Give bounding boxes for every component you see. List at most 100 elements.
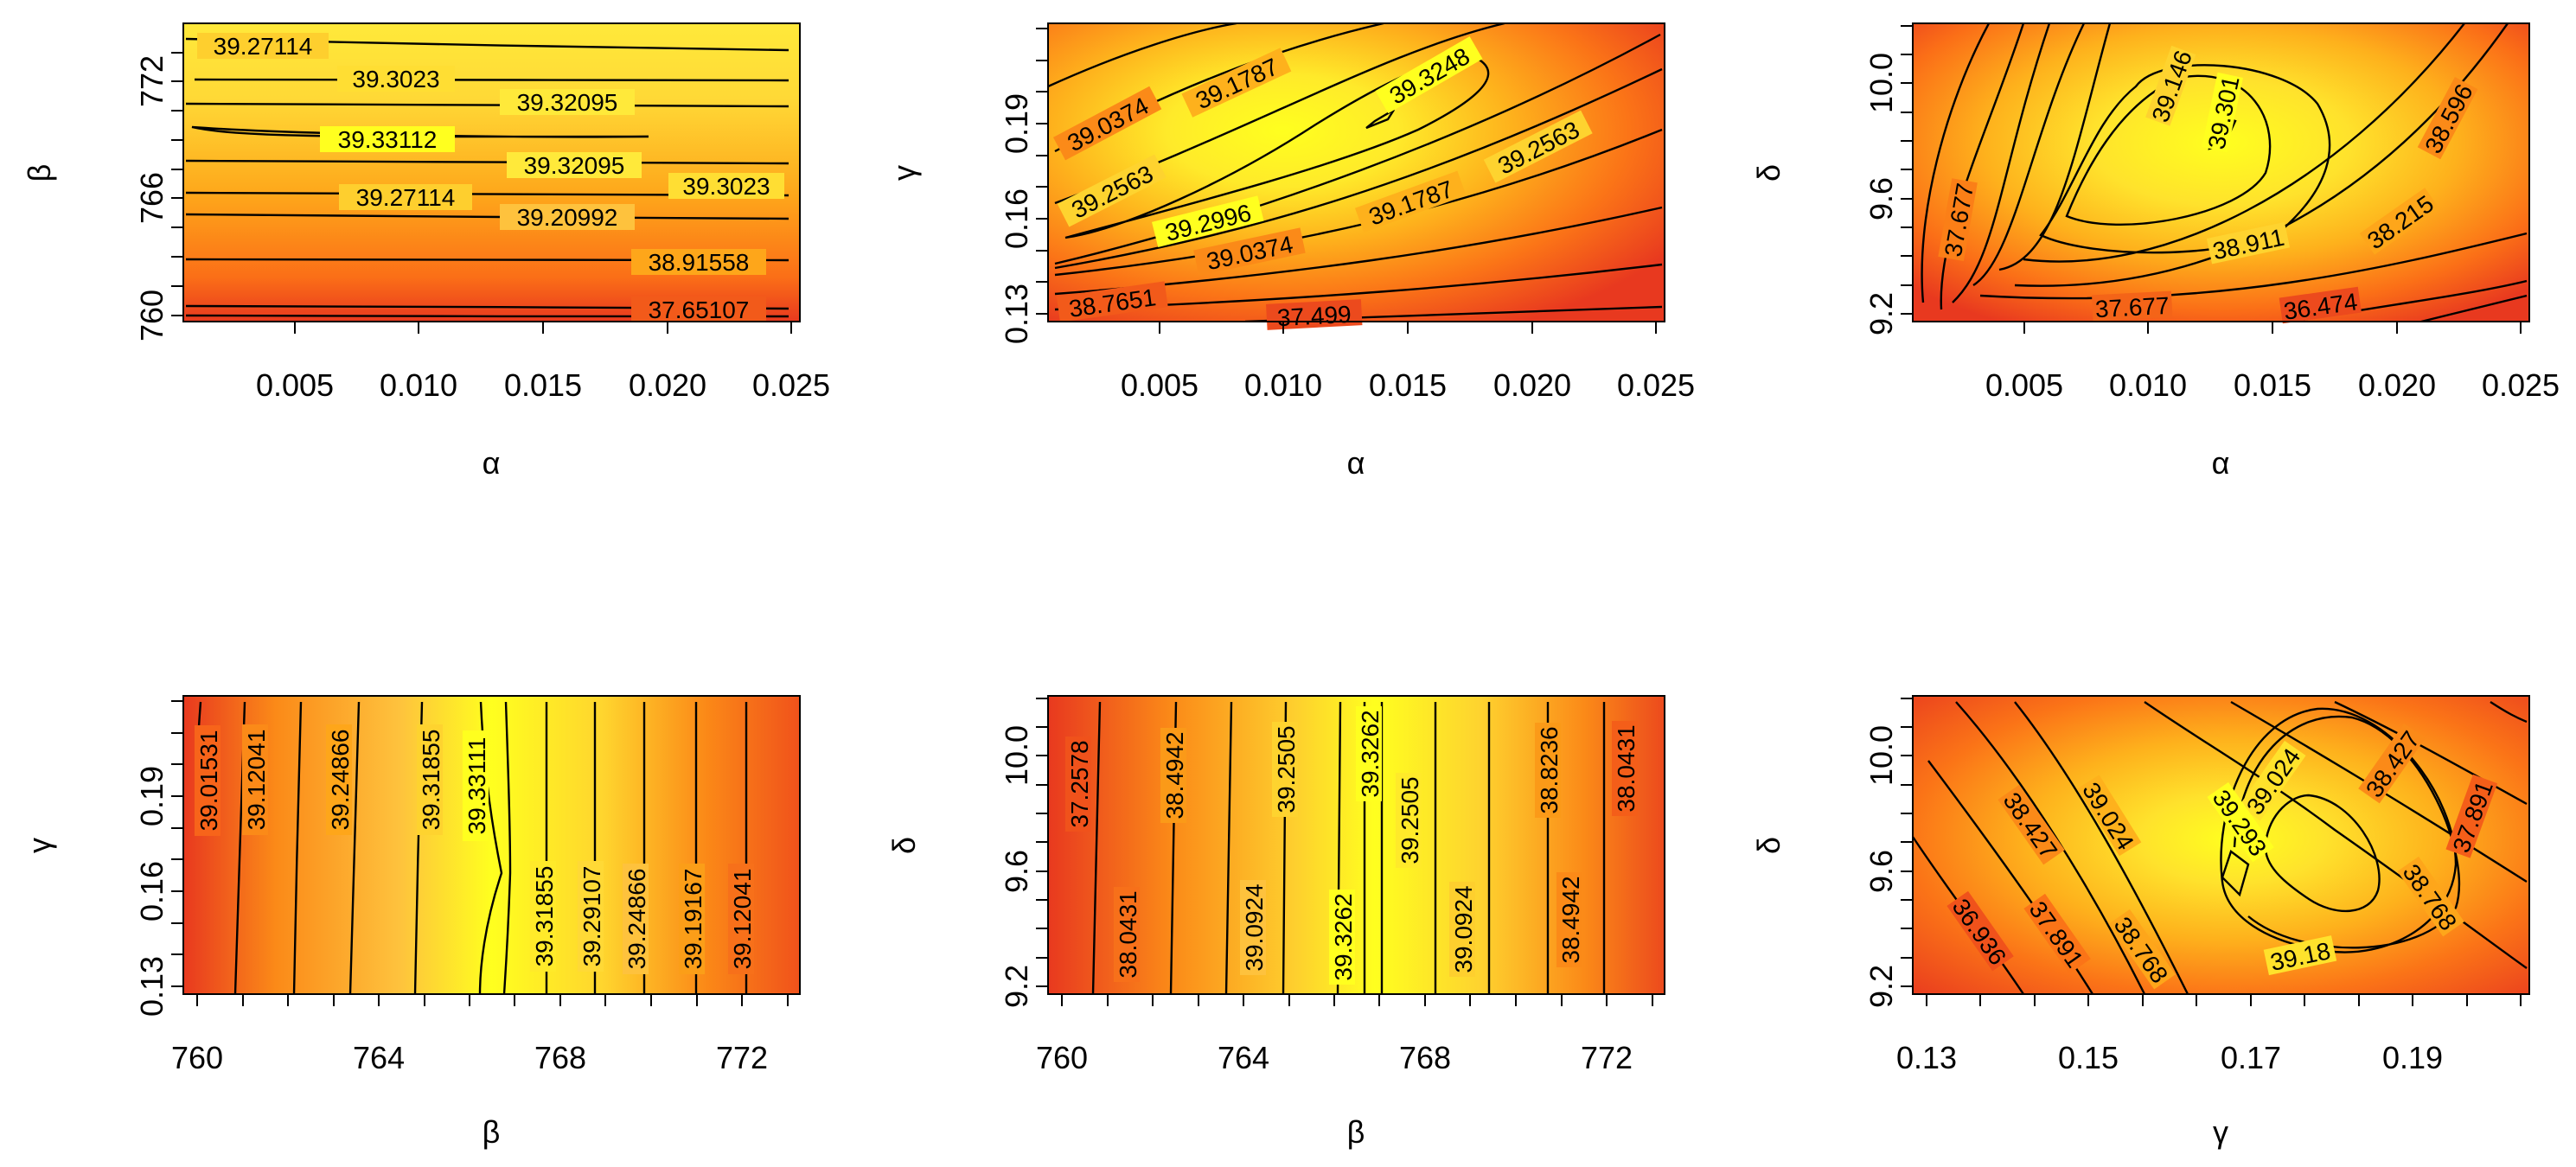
- x-tick-label: 0.005: [1121, 367, 1199, 403]
- y-tick-label: 10.0: [1863, 725, 1899, 786]
- contour-label: 39.20992: [517, 204, 618, 231]
- x-tick-label: 0.010: [1244, 367, 1322, 403]
- x-tick-label: 764: [353, 1040, 405, 1075]
- y-tick-label: 766: [134, 172, 169, 224]
- contour-line: [2014, 701, 2189, 994]
- x-tick-label: 0.015: [504, 367, 582, 403]
- contour-label: 39.3262: [1330, 893, 1357, 980]
- y-tick-label: 760: [134, 290, 169, 341]
- contour-label: 39.01531: [195, 730, 222, 832]
- contour-line: [2221, 850, 2250, 897]
- contour-line: [1054, 33, 1661, 265]
- contour-label: 39.27114: [214, 33, 313, 60]
- x-tick-label: 772: [716, 1040, 768, 1075]
- contour-label: 37.2578: [1066, 740, 1093, 827]
- y-tick-label: 9.2: [1863, 965, 1899, 1008]
- heat-fill: [183, 696, 800, 994]
- x-tick-label: 0.025: [1617, 367, 1695, 403]
- contour-line: [2490, 700, 2528, 724]
- contour-label: 39.2505: [1273, 725, 1300, 813]
- contour-label: 39.12041: [243, 730, 270, 831]
- contour-line: [1972, 23, 2086, 287]
- y-tick-label: 9.2: [1863, 292, 1899, 335]
- contour-line: [1979, 232, 2528, 300]
- x-tick-label: 764: [1218, 1040, 1269, 1075]
- contour-label: 39.31855: [531, 866, 558, 967]
- contour-label: 39.2505: [1397, 776, 1423, 864]
- panel-alpha-delta: 39.146 39.301 38.596 37.677 38.911 38.21…: [1751, 22, 2560, 481]
- contour-line: [185, 213, 789, 220]
- contour-line: [292, 701, 303, 994]
- x-tick-label: 760: [1036, 1040, 1088, 1075]
- y-tick-label: 9.2: [999, 965, 1034, 1008]
- contour-label: 39.3023: [682, 173, 770, 200]
- contour-label: 39.3023: [352, 66, 439, 92]
- panel-beta-gamma: 39.01531 39.12041 39.24866 39.31855 39.3…: [22, 695, 801, 1150]
- y-axis-label: β: [22, 164, 57, 182]
- contour-line: [2144, 701, 2528, 969]
- y-tick-label: 0.16: [999, 188, 1034, 249]
- x-tick-label: 0.15: [2058, 1040, 2119, 1075]
- y-axis-label: δ: [1751, 837, 1787, 854]
- x-tick-label: 768: [534, 1040, 586, 1075]
- x-axis-label: β: [483, 1114, 501, 1150]
- heat-fill: [1913, 23, 2529, 322]
- x-tick-label: 0.020: [2358, 367, 2436, 403]
- y-axis-label: δ: [1751, 164, 1787, 182]
- contour-line: [2264, 794, 2381, 913]
- y-tick-label: 10.0: [999, 725, 1034, 786]
- contour-line: [185, 159, 789, 165]
- x-tick-label: 760: [171, 1040, 223, 1075]
- contour-label: 38.0431: [1613, 724, 1640, 812]
- contour-line: [2039, 64, 2331, 254]
- y-tick-label: 0.13: [999, 284, 1034, 344]
- x-axis-label: β: [1347, 1114, 1365, 1150]
- y-tick-label: 9.6: [1863, 850, 1899, 893]
- x-axis-label: α: [1347, 445, 1365, 481]
- panel-gamma-delta: 39.024 38.427 37.891 38.427 39.024 39.29…: [1751, 695, 2530, 1150]
- contour-label: 39.19167: [680, 869, 706, 970]
- y-tick-label: 772: [134, 55, 169, 107]
- contour-label: 38.4942: [1161, 731, 1188, 819]
- contour-label: 39.33112: [338, 126, 438, 153]
- contour-line: [2420, 294, 2528, 322]
- x-tick-label: 0.005: [256, 367, 334, 403]
- contour-line: [1952, 23, 2051, 303]
- contour-line: [2065, 74, 2272, 226]
- contour-label: 37.677: [2094, 292, 2170, 322]
- contour-line: [185, 102, 789, 108]
- contour-label: 39.0924: [1241, 883, 1268, 971]
- contour-label: 39.24866: [327, 730, 354, 831]
- y-tick-label: 0.16: [134, 861, 169, 921]
- contour-line: [2334, 700, 2528, 806]
- x-axis-label: α: [2212, 445, 2230, 481]
- y-axis-label: γ: [886, 165, 922, 181]
- contour-line: [1054, 67, 1663, 270]
- contour-line: [1091, 701, 1102, 994]
- contour-line: [1940, 23, 2025, 310]
- contour-label: 39.3262: [1357, 710, 1384, 797]
- x-tick-label: 0.010: [2109, 367, 2187, 403]
- contour-label: 38.4942: [1557, 876, 1584, 963]
- x-tick-label: 0.025: [752, 367, 830, 403]
- y-tick-label: 0.19: [999, 93, 1034, 154]
- contour-label: 39.27114: [356, 184, 456, 211]
- x-tick-label: 0.17: [2221, 1040, 2281, 1075]
- contour-line: [191, 125, 649, 138]
- contour-label: 39.32095: [517, 89, 618, 116]
- x-axis-label: γ: [2213, 1114, 2228, 1150]
- contour-line: [2233, 715, 2460, 949]
- contour-line: [348, 701, 361, 994]
- contour-label: 39.32095: [524, 152, 625, 179]
- x-tick-label: 768: [1399, 1040, 1451, 1075]
- contour-label: 37.499: [1276, 301, 1352, 331]
- contour-line: [1921, 23, 1991, 303]
- x-tick-label: 0.020: [629, 367, 706, 403]
- x-tick-label: 0.13: [1896, 1040, 1957, 1075]
- contour-label: 39.31855: [418, 730, 444, 831]
- contour-line: [1048, 23, 1237, 88]
- contour-line: [502, 701, 512, 994]
- contour-label: 38.91558: [649, 249, 750, 276]
- y-axis-label: δ: [886, 837, 922, 854]
